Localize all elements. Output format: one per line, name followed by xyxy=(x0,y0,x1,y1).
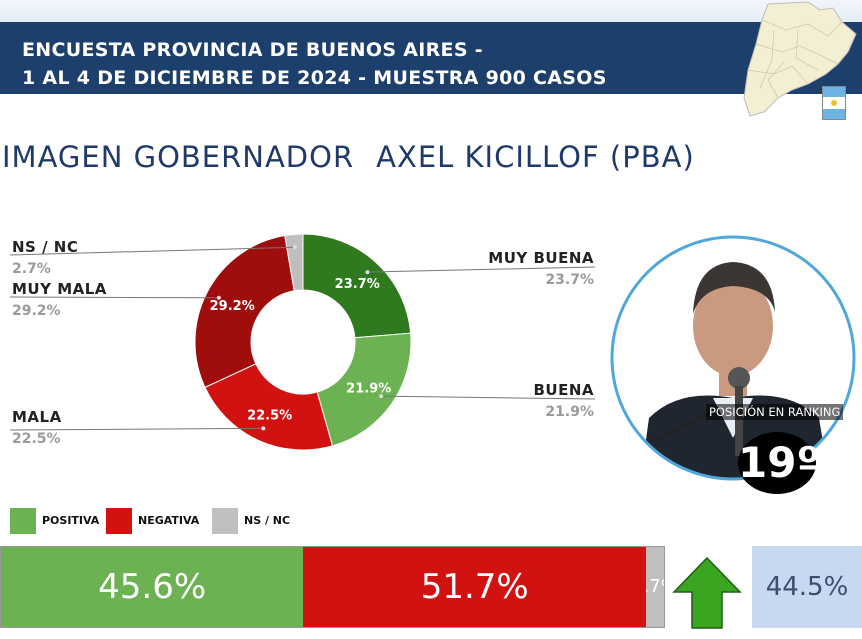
legend-swatch-positiva xyxy=(10,508,36,534)
bar-label-ns-nc: 2.7% xyxy=(646,576,664,597)
donut-slice-ns-nc xyxy=(284,233,304,292)
donut-data-label-buena: 21.9% xyxy=(346,382,391,397)
ranking-badge: 19º xyxy=(738,432,820,494)
legend-swatch-ns-nc xyxy=(212,508,238,534)
leader-line-mala xyxy=(9,427,264,431)
leader-line-buena xyxy=(381,395,596,400)
legend-label-negativa: NEGATIVA xyxy=(138,514,200,527)
top-strip xyxy=(0,0,862,22)
callout-value-muy-buena: 23.7% xyxy=(545,272,594,288)
donut-slice-mala xyxy=(204,363,334,451)
bar-segment-negativa: 51.7% xyxy=(303,547,647,627)
leader-line-ns-nc xyxy=(9,246,295,256)
donut-data-label-muy-buena: 23.7% xyxy=(335,277,380,292)
trend-box: 44.5% xyxy=(752,546,862,628)
legend-label-ns-nc: NS / NC xyxy=(244,514,291,527)
province-map-icon xyxy=(743,1,857,117)
callout-value-ns-nc: 2.7% xyxy=(12,261,51,277)
trend-value: 44.5% xyxy=(765,572,849,602)
donut-slice-muy-buena xyxy=(302,233,412,339)
header-band xyxy=(0,22,862,94)
stacked-bar-chart: 45.6% 51.7% 2.7% xyxy=(0,546,665,628)
title-line-1: ENCUESTA PROVINCIA DE BUENOS AIRES - xyxy=(22,39,483,61)
section-title-text: IMAGEN GOBERNADOR xyxy=(2,140,355,174)
donut-slice-buena xyxy=(316,332,412,447)
donut-chart: 23.7% 21.9% 22.5% 29.2% xyxy=(9,233,596,451)
legend-swatch-negativa xyxy=(106,508,132,534)
governor-name: AXEL KICILLOF (PBA) xyxy=(376,140,695,174)
legend-label-positiva: POSITIVA xyxy=(42,514,100,527)
leader-line-muy-buena xyxy=(367,266,596,273)
callout-label-mala: MALA xyxy=(12,408,62,426)
bar-segment-ns-nc: 2.7% xyxy=(646,547,664,627)
leader-line-muy-mala xyxy=(9,296,219,299)
title-line-2: 1 AL 4 DE DICIEMBRE DE 2024 - MUESTRA 90… xyxy=(22,67,607,89)
callout-label-muy-mala: MUY MALA xyxy=(12,280,107,298)
leader-dot-buena xyxy=(379,394,384,399)
page-title: ENCUESTA PROVINCIA DE BUENOS AIRES - 1 A… xyxy=(22,36,662,92)
bar-label-positiva: 45.6% xyxy=(98,567,207,607)
ranking-label: POSICIÓN EN RANKING xyxy=(706,404,844,420)
leader-dot-muy-buena xyxy=(365,270,370,275)
donut-data-label-muy-mala: 29.2% xyxy=(210,299,255,314)
callout-value-buena: 21.9% xyxy=(545,404,594,420)
callout-label-muy-buena: MUY BUENA xyxy=(488,249,594,267)
callout-value-muy-mala: 29.2% xyxy=(12,303,61,319)
leader-dot-mala xyxy=(261,426,266,431)
section-title: IMAGEN GOBERNADOR AXEL KICILLOF (PBA) xyxy=(2,140,695,174)
donut-slice-muy-mala xyxy=(194,234,295,389)
callout-label-ns-nc: NS / NC xyxy=(12,238,79,256)
argentina-flag-icon xyxy=(822,86,846,120)
bar-label-negativa: 51.7% xyxy=(420,567,529,607)
callout-label-buena: BUENA xyxy=(533,381,594,399)
callout-value-mala: 22.5% xyxy=(12,431,61,447)
up-arrow-icon xyxy=(672,556,742,629)
donut-data-label-mala: 22.5% xyxy=(247,409,292,424)
leader-dot-muy-mala xyxy=(216,295,221,300)
leader-dot-ns-nc xyxy=(292,245,297,250)
bar-segment-positiva: 45.6% xyxy=(1,547,304,627)
